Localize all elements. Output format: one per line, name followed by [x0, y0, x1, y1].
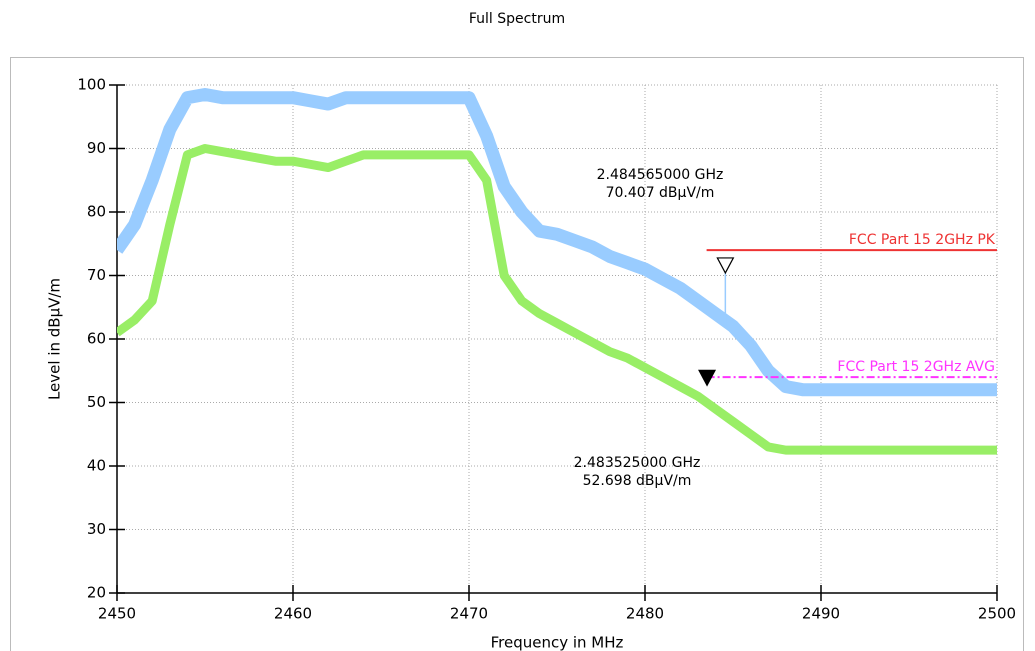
marker-label: 70.407 dBµV/m: [606, 185, 715, 201]
marker: [716, 257, 735, 275]
x-axis-label: Frequency in MHz: [491, 634, 624, 651]
y-tick-label: 60: [87, 330, 106, 348]
trace: [117, 88, 997, 397]
chart-title: Full Spectrum: [469, 11, 565, 27]
y-tick-label: 80: [87, 203, 106, 221]
marker-label: 2.483525000 GHz: [574, 455, 701, 471]
y-axis-label: Level in dBµV/m: [46, 278, 64, 400]
panel: [10, 57, 1024, 651]
x-tick-label: 2490: [802, 605, 840, 623]
y-tick-label: 70: [87, 266, 106, 284]
x-tick-label: 2460: [274, 605, 312, 623]
y-tick-label: 50: [87, 393, 106, 411]
trace: [117, 144, 997, 455]
marker-label: 2.484565000 GHz: [597, 167, 724, 183]
x-tick-label: 2450: [98, 605, 136, 623]
limit-label: FCC Part 15 2GHz PK: [849, 232, 996, 248]
y-tick-label: 40: [87, 457, 106, 475]
marker: [698, 369, 717, 387]
grid: 20 30 40 50 60 70 80 90 100 2450 2460 2470 2480 2490 2…: [77, 76, 1016, 623]
y-tick-label: 100: [77, 76, 106, 94]
overlays: FCC Part 15 2GHz PK FCC Part 15 2GHz AVG 2…: [574, 167, 997, 489]
x-tick-label: 2500: [978, 605, 1016, 623]
marker-label: 52.698 dBµV/m: [583, 473, 692, 489]
x-tick-label: 2470: [450, 605, 488, 623]
limit-label: FCC Part 15 2GHz AVG: [837, 359, 995, 375]
y-tick-label: 90: [87, 139, 106, 157]
y-tick-label: 30: [87, 520, 106, 538]
x-tick-label: 2480: [626, 605, 664, 623]
traces: [117, 88, 997, 455]
y-tick-label: 20: [87, 584, 106, 602]
